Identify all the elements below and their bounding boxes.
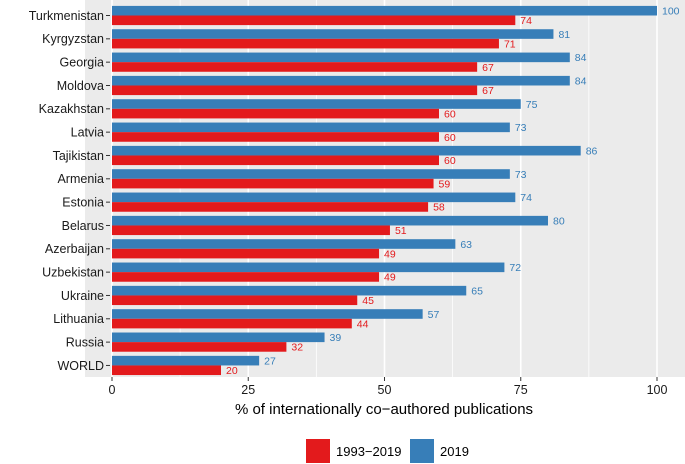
legend-key-2019 [410, 439, 434, 463]
bar-1993-2019-estonia [112, 202, 429, 212]
y-tick-label-kazakhstan: Kazakhstan [39, 102, 104, 116]
y-tick-label-armenia: Armenia [57, 172, 104, 186]
data-label-2019-uzbekistan: 72 [509, 262, 521, 274]
y-tick-label-uzbekistan: Uzbekistan [42, 265, 104, 279]
data-label-1993-2019-lithuania: 44 [357, 318, 369, 330]
bar-2019-armenia [112, 169, 510, 179]
data-label-2019-georgia: 84 [575, 52, 587, 64]
y-tick-label-tajikistan: Tajikistan [53, 149, 104, 163]
bar-1993-2019-uzbekistan [112, 272, 380, 282]
x-tick-label-100: 100 [647, 383, 668, 397]
data-label-1993-2019-azerbaijan: 49 [384, 248, 396, 260]
bar-2019-latvia [112, 122, 510, 133]
bars [112, 5, 657, 376]
legend-item-1993-2019: 1993−2019 [306, 438, 401, 464]
data-label-2019-world: 27 [264, 355, 276, 367]
bar-2019-tajikistan [112, 145, 581, 156]
data-label-1993-2019-kyrgyzstan: 71 [504, 38, 516, 50]
data-label-2019-moldova: 84 [575, 75, 587, 87]
bar-2019-lithuania [112, 309, 423, 319]
legend-item-2019: 2019 [410, 438, 469, 464]
data-label-1993-2019-turkmenistan: 74 [520, 15, 532, 27]
bar-2019-kyrgyzstan [112, 29, 554, 39]
y-tick-label-kyrgyzstan: Kyrgyzstan [42, 32, 104, 46]
data-label-1993-2019-estonia: 58 [433, 202, 445, 214]
data-label-1993-2019-world: 20 [226, 365, 238, 377]
data-label-1993-2019-uzbekistan: 49 [384, 272, 396, 284]
bar-2019-georgia [112, 52, 570, 63]
bar-1993-2019-armenia [112, 178, 434, 189]
bar-1993-2019-moldova [112, 85, 478, 96]
y-tick-label-estonia: Estonia [62, 195, 104, 209]
bar-1993-2019-latvia [112, 132, 439, 142]
x-axis-tick-labels: 0 25 50 75 100 [109, 377, 668, 397]
y-tick-label-moldova: Moldova [57, 79, 104, 93]
bar-2019-estonia [112, 192, 516, 203]
bar-1993-2019-kazakhstan [112, 108, 439, 119]
legend: 1993−2019 2019 [0, 438, 685, 464]
bar-1993-2019-azerbaijan [112, 248, 380, 259]
data-label-1993-2019-russia: 32 [291, 342, 303, 354]
data-label-1993-2019-latvia: 60 [444, 132, 456, 144]
y-tick-label-ukraine: Ukraine [61, 289, 104, 303]
x-tick-label-0: 0 [109, 383, 116, 397]
x-tick-label-75: 75 [514, 383, 528, 397]
legend-label-2019: 2019 [440, 443, 469, 459]
y-tick-label-azerbaijan: Azerbaijan [45, 242, 104, 256]
data-label-2019-lithuania: 57 [428, 309, 440, 321]
data-label-2019-russia: 39 [330, 332, 342, 344]
bar-1993-2019-lithuania [112, 318, 352, 329]
y-tick-label-latvia: Latvia [71, 125, 104, 139]
bar-2019-kazakhstan [112, 99, 521, 109]
bar-1993-2019-turkmenistan [112, 15, 516, 26]
y-tick-label-georgia: Georgia [60, 55, 105, 69]
x-axis-title: % of internationally co−authored publica… [235, 401, 533, 418]
bar-1993-2019-georgia [112, 62, 478, 72]
data-label-2019-armenia: 73 [515, 169, 527, 181]
data-label-2019-kyrgyzstan: 81 [558, 29, 570, 41]
x-tick-label-50: 50 [378, 383, 392, 397]
legend-key-1993-2019 [306, 439, 330, 463]
legend-label-1993-2019: 1993−2019 [336, 443, 402, 459]
bar-1993-2019-russia [112, 342, 287, 352]
bar-1993-2019-belarus [112, 225, 390, 236]
bar-2019-world [112, 355, 260, 366]
data-label-1993-2019-ukraine: 45 [362, 295, 374, 307]
data-label-1993-2019-kazakhstan: 60 [444, 108, 456, 120]
bar-2019-russia [112, 332, 325, 343]
bar-2019-turkmenistan [112, 5, 657, 16]
y-tick-label-world: WORLD [57, 359, 104, 373]
bar-1993-2019-world [112, 365, 221, 376]
bar-2019-uzbekistan [112, 262, 505, 273]
bar-2019-belarus [112, 215, 548, 226]
y-tick-label-turkmenistan: Turkmenistan [29, 9, 104, 23]
bar-1993-2019-tajikistan [112, 155, 439, 166]
data-label-1993-2019-tajikistan: 60 [444, 155, 456, 167]
data-label-1993-2019-belarus: 51 [395, 225, 407, 237]
data-label-2019-latvia: 73 [515, 122, 527, 134]
x-tick-label-25: 25 [241, 383, 255, 397]
data-label-2019-turkmenistan: 100 [662, 6, 680, 18]
bar-chart: 100 74 81 71 84 67 84 67 75 60 73 60 86 60 73 59 74 58 80 5… [29, 0, 685, 418]
bar-2019-moldova [112, 75, 570, 86]
bar-1993-2019-ukraine [112, 295, 358, 306]
bar-2019-azerbaijan [112, 239, 456, 249]
data-label-1993-2019-armenia: 59 [439, 178, 451, 190]
bar-2019-ukraine [112, 285, 467, 296]
data-labels: 100 74 81 71 84 67 84 67 75 60 73 60 86 60 73 59 74 58 80 5… [226, 6, 680, 378]
data-label-2019-kazakhstan: 75 [526, 99, 538, 111]
data-label-2019-estonia: 74 [520, 192, 532, 204]
data-label-1993-2019-moldova: 67 [482, 85, 494, 97]
data-label-2019-ukraine: 65 [471, 285, 483, 297]
data-label-2019-azerbaijan: 63 [460, 239, 472, 251]
data-label-2019-tajikistan: 86 [586, 145, 598, 157]
data-label-1993-2019-georgia: 67 [482, 62, 494, 74]
y-tick-label-belarus: Belarus [62, 219, 104, 233]
y-tick-label-lithuania: Lithuania [53, 312, 104, 326]
y-tick-label-russia: Russia [66, 335, 104, 349]
data-label-2019-belarus: 80 [553, 215, 565, 227]
y-axis-tick-labels: Turkmenistan Kyrgyzstan Georgia Moldova Kaza… [29, 9, 110, 373]
bar-1993-2019-kyrgyzstan [112, 38, 499, 49]
